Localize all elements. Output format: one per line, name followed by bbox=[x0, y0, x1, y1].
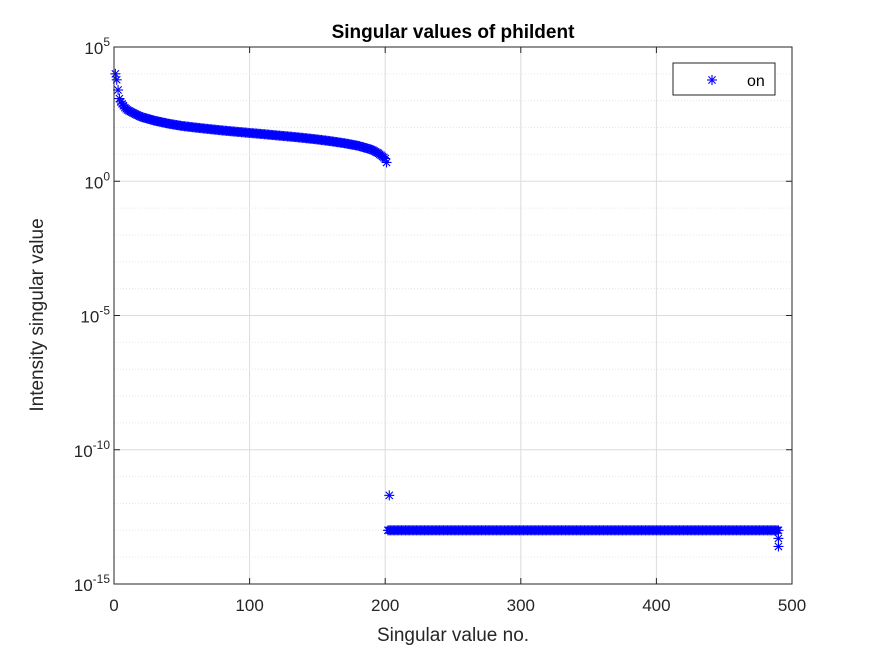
data-point-outlier bbox=[384, 490, 395, 501]
data-point bbox=[113, 85, 124, 96]
x-tick-label: 0 bbox=[109, 596, 118, 615]
y-tick-base: 10 bbox=[80, 308, 99, 327]
x-tick-label: 200 bbox=[371, 596, 399, 615]
legend-box bbox=[672, 62, 776, 96]
y-tick-base: 10 bbox=[84, 173, 103, 192]
legend-entry-on: on bbox=[747, 73, 765, 90]
y-tick-exponent: -10 bbox=[93, 438, 111, 452]
y-tick-label: 10-5 bbox=[80, 304, 110, 327]
legend-asterisk bbox=[707, 75, 717, 85]
data-point bbox=[111, 74, 122, 85]
y-tick-label: 100 bbox=[84, 169, 110, 192]
y-tick-exponent: 0 bbox=[103, 169, 110, 183]
chart-title: Singular values of phildent bbox=[332, 22, 575, 43]
y-tick-base: 10 bbox=[84, 39, 103, 58]
data-point bbox=[381, 157, 392, 168]
legend-marker-asterisk bbox=[707, 75, 717, 85]
y-tick-label: 105 bbox=[84, 35, 110, 58]
data-point-tail bbox=[773, 541, 784, 552]
x-tick-label: 100 bbox=[235, 596, 263, 615]
data-series-on bbox=[110, 68, 784, 552]
x-tick-label: 300 bbox=[507, 596, 535, 615]
y-axis-label: Intensity singular value bbox=[27, 218, 48, 411]
x-tick-label: 400 bbox=[642, 596, 670, 615]
x-axis-label: Singular value no. bbox=[377, 625, 529, 646]
y-tick-exponent: 5 bbox=[103, 35, 110, 49]
legend: on bbox=[672, 62, 776, 96]
x-tick-label: 500 bbox=[778, 596, 806, 615]
data-point-tail bbox=[773, 533, 784, 544]
y-tick-base: 10 bbox=[74, 442, 93, 461]
data-point bbox=[110, 68, 121, 79]
y-tick-exponent: -5 bbox=[99, 304, 110, 318]
y-tick-label: 10-15 bbox=[74, 572, 111, 595]
y-tick-label: 10-10 bbox=[74, 438, 111, 461]
y-tick-exponent: -15 bbox=[93, 572, 111, 586]
y-tick-base: 10 bbox=[74, 576, 93, 595]
